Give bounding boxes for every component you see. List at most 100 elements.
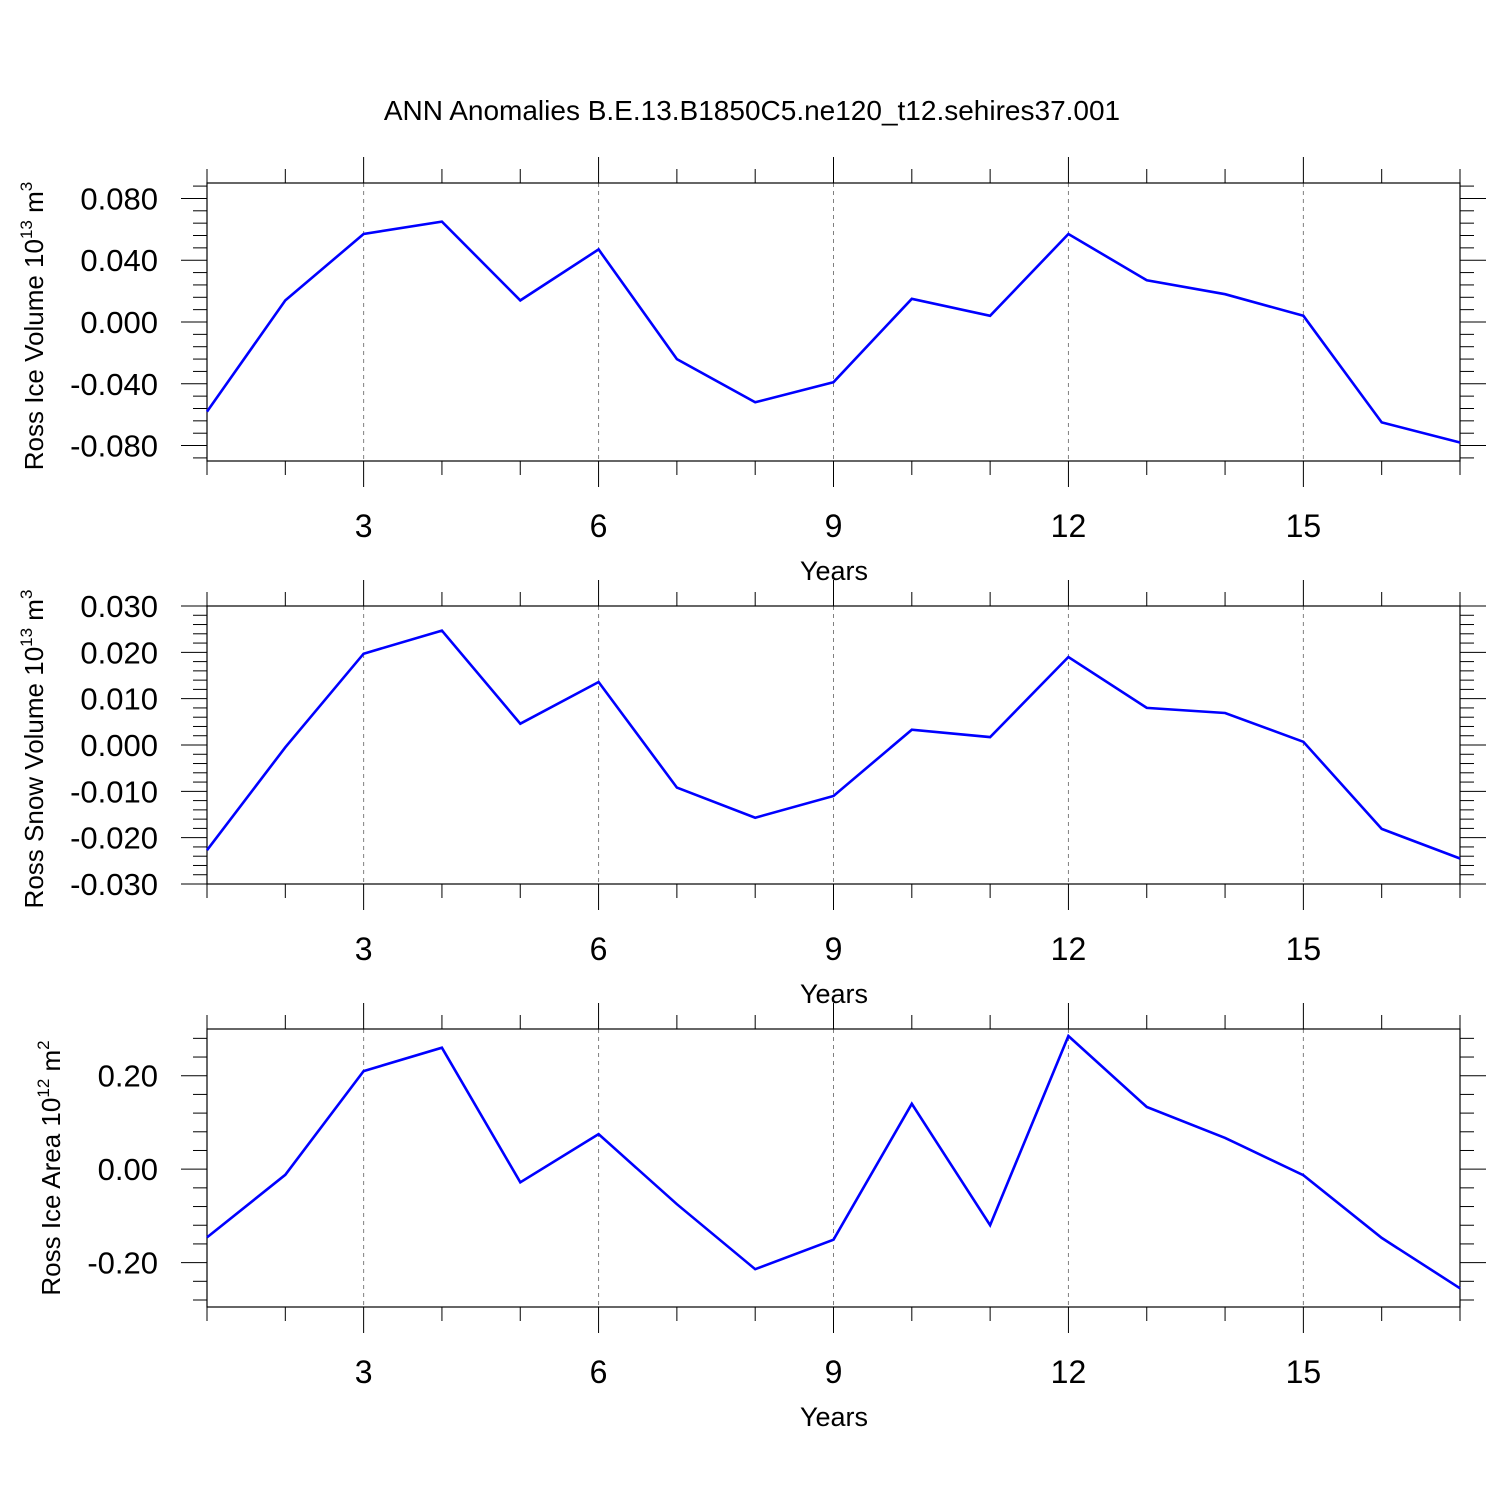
data-point xyxy=(675,357,679,361)
data-point xyxy=(597,1132,601,1136)
data-point xyxy=(440,1046,444,1050)
data-point xyxy=(597,247,601,251)
data-point xyxy=(283,745,287,749)
data-point xyxy=(753,816,757,820)
data-point xyxy=(910,1102,914,1106)
chart-panel-1: 3 6 9 12 15Years-0.080-0.0400.0000.0400.080R… xyxy=(17,157,1486,586)
data-point xyxy=(1301,314,1305,318)
data-point xyxy=(518,1180,522,1184)
y-tick-label: -0.080 xyxy=(70,429,158,464)
data-point xyxy=(1066,1034,1070,1038)
data-point xyxy=(518,298,522,302)
data-point xyxy=(910,297,914,301)
x-tick-label: 3 xyxy=(355,508,373,544)
x-tick-label: 15 xyxy=(1286,508,1322,544)
data-point xyxy=(283,1173,287,1177)
y-axis-label: Ross Snow Volume 1013 m3 xyxy=(17,590,49,909)
figure-title: ANN Anomalies B.E.13.B1850C5.ne120_t12.s… xyxy=(384,95,1120,126)
data-point xyxy=(832,1238,836,1242)
x-tick-label: 9 xyxy=(825,508,843,544)
y-tick-label: -0.040 xyxy=(70,367,158,402)
y-tick-label: -0.20 xyxy=(87,1246,158,1281)
data-point xyxy=(832,380,836,384)
x-tick-label: 12 xyxy=(1051,1354,1087,1390)
y-axis-label-part: 2 xyxy=(34,1040,53,1049)
data-point xyxy=(910,728,914,732)
y-axis-label-part: Ross Ice Volume 10 xyxy=(19,239,49,470)
data-point xyxy=(597,680,601,684)
data-point xyxy=(1066,655,1070,659)
y-tick-label: 0.080 xyxy=(80,181,158,216)
data-point xyxy=(988,314,992,318)
x-tick-label: 6 xyxy=(590,931,608,967)
data-point xyxy=(1223,1136,1227,1140)
y-tick-label: 0.00 xyxy=(98,1152,158,1187)
y-axis-label-part: 13 xyxy=(17,628,36,647)
x-tick-label: 9 xyxy=(825,1354,843,1390)
x-axis-label: Years xyxy=(800,1402,868,1432)
y-tick-label: -0.030 xyxy=(70,867,158,902)
data-point xyxy=(988,1223,992,1227)
series-line xyxy=(205,629,1461,860)
y-tick-label: 0.040 xyxy=(80,243,158,278)
data-point xyxy=(205,1235,209,1239)
chart-panel-3: 3 6 9 12 15 Years -0.20 0.00 0.20 Ross Ice Area 1… xyxy=(34,1003,1486,1432)
data-point xyxy=(1145,278,1149,282)
series-line xyxy=(205,220,1461,444)
x-tick-label: 9 xyxy=(825,931,843,967)
y-axis-label-part: 3 xyxy=(17,182,36,191)
data-point xyxy=(518,722,522,726)
x-tick-label: 6 xyxy=(590,508,608,544)
data-point xyxy=(440,629,444,633)
data-point xyxy=(832,794,836,798)
data-point xyxy=(753,400,757,404)
series-line xyxy=(206,1033,1461,1290)
data-point xyxy=(362,652,366,656)
chart-panels: 3 6 9 12 15 Years -0.080 -0.040 0.000 0.040 0.080 R… xyxy=(17,157,1486,1432)
y-axis-label-part: m xyxy=(19,599,49,628)
y-tick-label: 0.20 xyxy=(98,1059,158,1094)
data-point xyxy=(675,1202,679,1206)
data-point xyxy=(1380,420,1384,424)
y-axis-label-part: m xyxy=(19,191,49,220)
y-tick-label: 0.020 xyxy=(80,635,158,670)
y-axis-label-part: Ross Snow Volume 10 xyxy=(19,647,49,909)
data-point xyxy=(283,298,287,302)
y-tick-label: -0.010 xyxy=(70,774,158,809)
data-point xyxy=(1145,706,1149,710)
x-tick-label: 3 xyxy=(355,1354,373,1390)
y-tick-label: 0.000 xyxy=(80,305,158,340)
y-axis-label-part: 12 xyxy=(34,1079,53,1098)
data-point xyxy=(1458,440,1462,444)
data-point xyxy=(1223,711,1227,715)
x-tick-label: 6 xyxy=(590,1354,608,1390)
y-axis-label-part: 13 xyxy=(17,220,36,239)
x-tick-label: 12 xyxy=(1051,508,1087,544)
data-point xyxy=(1458,1286,1462,1290)
data-point xyxy=(753,1267,757,1271)
data-point xyxy=(1458,857,1462,861)
y-axis-label: Ross Ice Volume 1013 m3 xyxy=(17,182,49,471)
x-tick-label: 3 xyxy=(355,931,373,967)
x-tick-label: 15 xyxy=(1286,931,1322,967)
y-tick-label: 0.030 xyxy=(80,589,158,624)
y-axis-label-part: Ross Ice Area 10 xyxy=(36,1098,66,1296)
data-point xyxy=(1145,1105,1149,1109)
chart-panel-2: 3 6 9 12 15Years-0.030-0.020-0.0100.0000.010… xyxy=(17,580,1486,1009)
data-point xyxy=(440,220,444,224)
data-point xyxy=(1223,292,1227,296)
y-axis-label-part: m xyxy=(36,1050,66,1079)
data-point xyxy=(1301,1173,1305,1177)
data-point xyxy=(1380,1236,1384,1240)
data-point xyxy=(1301,740,1305,744)
data-point xyxy=(1066,232,1070,236)
x-tick-label: 15 xyxy=(1286,1354,1322,1390)
y-axis-label: Ross Ice Area 1012 m2 xyxy=(34,1040,66,1295)
y-tick-label: -0.020 xyxy=(70,821,158,856)
y-tick-label: 0.010 xyxy=(80,682,158,717)
y-tick-label: 0.000 xyxy=(80,728,158,763)
data-point xyxy=(362,232,366,236)
data-point xyxy=(988,735,992,739)
